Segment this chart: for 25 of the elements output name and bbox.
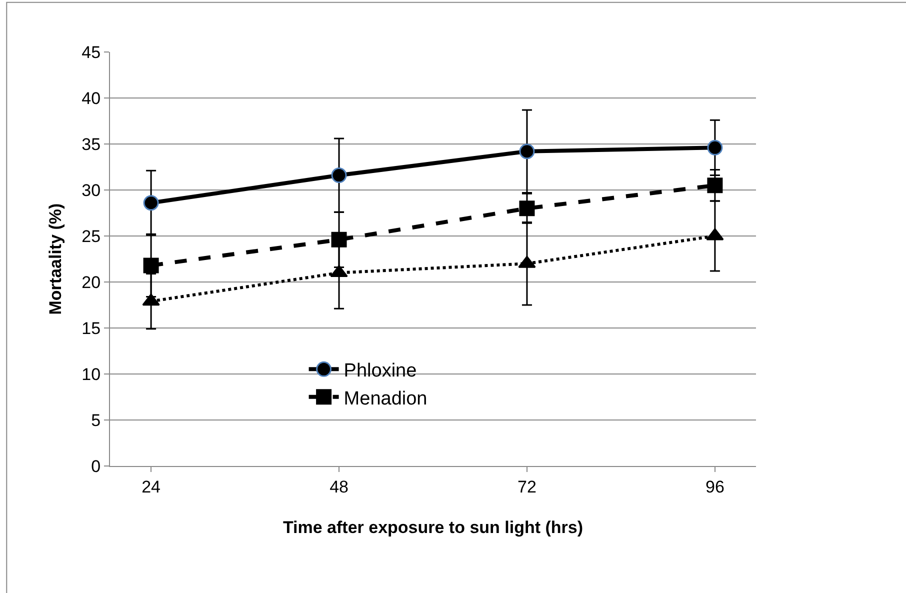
x-tick-label: 96 <box>705 477 724 496</box>
x-tick-label: 72 <box>518 477 536 496</box>
y-tick-label: 10 <box>82 364 101 384</box>
y-axis-title: Mortaality (%) <box>46 203 66 315</box>
point <box>519 144 535 160</box>
y-tick-label: 40 <box>82 88 101 108</box>
y-tick-label: 5 <box>91 410 101 430</box>
x-tick-label: 48 <box>330 477 348 496</box>
legend-label: Phloxine <box>344 360 417 382</box>
point <box>707 178 723 194</box>
point <box>143 195 159 211</box>
y-tick-label: 25 <box>82 226 101 246</box>
point <box>519 200 535 216</box>
point <box>331 168 347 184</box>
y-tick-label: 45 <box>82 42 101 62</box>
y-tick-label: 0 <box>91 456 101 476</box>
x-tick-label: 24 <box>142 477 161 496</box>
y-tick-label: 35 <box>82 134 101 154</box>
y-tick-label: 20 <box>82 272 101 292</box>
x-axis-title: Time after exposure to sun light (hrs) <box>282 518 584 537</box>
legend-label: Menadion <box>344 388 428 410</box>
point <box>143 258 159 274</box>
point <box>707 140 723 156</box>
y-tick-label: 15 <box>82 318 101 338</box>
y-tick-label: 30 <box>82 180 101 200</box>
